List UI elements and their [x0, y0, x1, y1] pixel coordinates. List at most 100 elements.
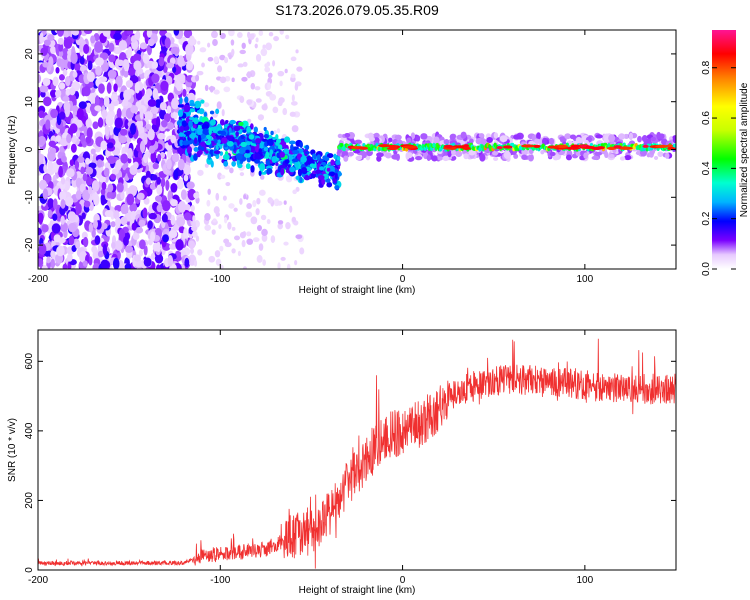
heatmap-cell — [59, 190, 67, 201]
heatmap-cell — [82, 140, 87, 148]
heatmap-cell — [101, 109, 108, 119]
heatmap-cell — [148, 145, 156, 154]
heatmap-cell — [585, 145, 592, 149]
heatmap-cell — [275, 141, 280, 146]
heatmap-cell — [82, 173, 88, 182]
heatmap-cell — [220, 174, 226, 179]
heatmap-cell — [291, 158, 300, 163]
heatmap-cell — [118, 228, 126, 241]
heatmap-cell — [347, 131, 356, 139]
heatmap-cell — [300, 155, 307, 163]
heatmap-cell — [171, 97, 179, 110]
heatmap-cell — [129, 123, 137, 135]
heatmap-cell — [113, 32, 122, 41]
heatmap-cell — [221, 109, 225, 117]
heatmap-cell — [277, 99, 283, 107]
heatmap-cell — [74, 159, 80, 170]
heatmap-cell — [462, 144, 470, 148]
heatmap-cell — [152, 162, 159, 170]
heatmap-cell — [214, 137, 218, 144]
heatmap-cell — [130, 105, 139, 114]
heatmap-cell — [276, 200, 283, 206]
heatmap-cell — [532, 144, 541, 148]
heatmap-cell — [213, 89, 220, 95]
heatmap-cell — [177, 109, 184, 117]
heatmap-cell — [206, 199, 211, 207]
heatmap-cell — [624, 154, 632, 161]
heatmap-cell — [443, 144, 454, 148]
heatmap-cell — [38, 212, 44, 223]
heatmap-cell — [240, 135, 245, 140]
heatmap-cell — [58, 165, 63, 178]
heatmap-cell — [66, 253, 73, 262]
heatmap-cell — [231, 226, 236, 231]
heatmap-cell — [189, 248, 194, 255]
heatmap-cell — [193, 117, 199, 125]
heatmap-cell — [131, 222, 137, 231]
colorbar: 0.0 0.2 0.4 0.6 0.8 Normalized spectral ampl… — [701, 30, 750, 276]
heatmap-cell — [139, 140, 146, 153]
heatmap-cell — [154, 99, 162, 108]
heatmap-cell — [276, 128, 281, 134]
heatmap-cell — [449, 133, 456, 141]
heatmap-cell — [455, 150, 463, 158]
heatmap-cell — [258, 148, 263, 153]
heatmap-cell — [181, 140, 190, 146]
heatmap-cell — [188, 35, 195, 46]
x-tick-label: 100 — [577, 575, 594, 586]
heatmap-cell — [259, 163, 266, 172]
heatmap-cell — [513, 134, 521, 140]
heatmap-cell — [186, 181, 195, 189]
heatmap-cell — [282, 107, 288, 116]
heatmap-cell — [273, 130, 277, 135]
heatmap-cell — [102, 30, 111, 37]
heatmap-cell — [178, 201, 187, 213]
heatmap-cell — [71, 30, 80, 36]
heatmap-cell — [38, 135, 46, 146]
heatmap-cell — [284, 136, 291, 143]
heatmap-cell — [214, 250, 221, 258]
heatmap-cell — [358, 146, 368, 150]
heatmap-cell — [326, 167, 331, 172]
heatmap-cell — [271, 155, 277, 163]
heatmap-cell — [284, 68, 288, 74]
heatmap-cell — [225, 181, 231, 187]
heatmap-cell — [173, 30, 180, 36]
heatmap-cell — [98, 83, 105, 94]
heatmap-cell — [94, 235, 101, 245]
heatmap-cell — [255, 98, 262, 103]
heatmap-cell — [75, 190, 82, 200]
heatmap-cell — [60, 59, 65, 71]
heatmap-cell — [442, 155, 450, 162]
heatmap-cell — [328, 165, 336, 174]
colorbar-tick-label: 0.6 — [701, 111, 712, 125]
heatmap-cell — [169, 57, 176, 65]
heatmap-cell — [85, 157, 90, 165]
heatmap-cell — [90, 35, 96, 44]
heatmap-cell — [270, 130, 274, 136]
heatmap-cell — [159, 101, 167, 111]
heatmap-cell — [247, 128, 252, 133]
heatmap-cell — [231, 77, 235, 83]
heatmap-cell — [288, 140, 296, 145]
heatmap-cell — [203, 102, 210, 108]
heatmap-cell — [173, 169, 179, 180]
heatmap-cell — [108, 54, 116, 63]
heatmap-cell — [272, 136, 277, 141]
heatmap-cell — [112, 257, 120, 269]
heatmap-cell — [82, 260, 88, 267]
heatmap-cell — [213, 56, 219, 64]
heatmap-cell — [197, 169, 204, 176]
heatmap-cell — [666, 144, 673, 148]
heatmap-cell — [309, 163, 315, 168]
heatmap-cell — [58, 74, 65, 81]
heatmap-cell — [43, 250, 53, 257]
heatmap-cell — [123, 59, 129, 71]
heatmap-cell — [75, 203, 82, 215]
heatmap-cell — [167, 149, 172, 159]
heatmap-cell — [198, 149, 203, 155]
heatmap-cell — [196, 70, 204, 76]
heatmap-cell — [127, 46, 133, 58]
heatmap-cell — [590, 146, 603, 151]
